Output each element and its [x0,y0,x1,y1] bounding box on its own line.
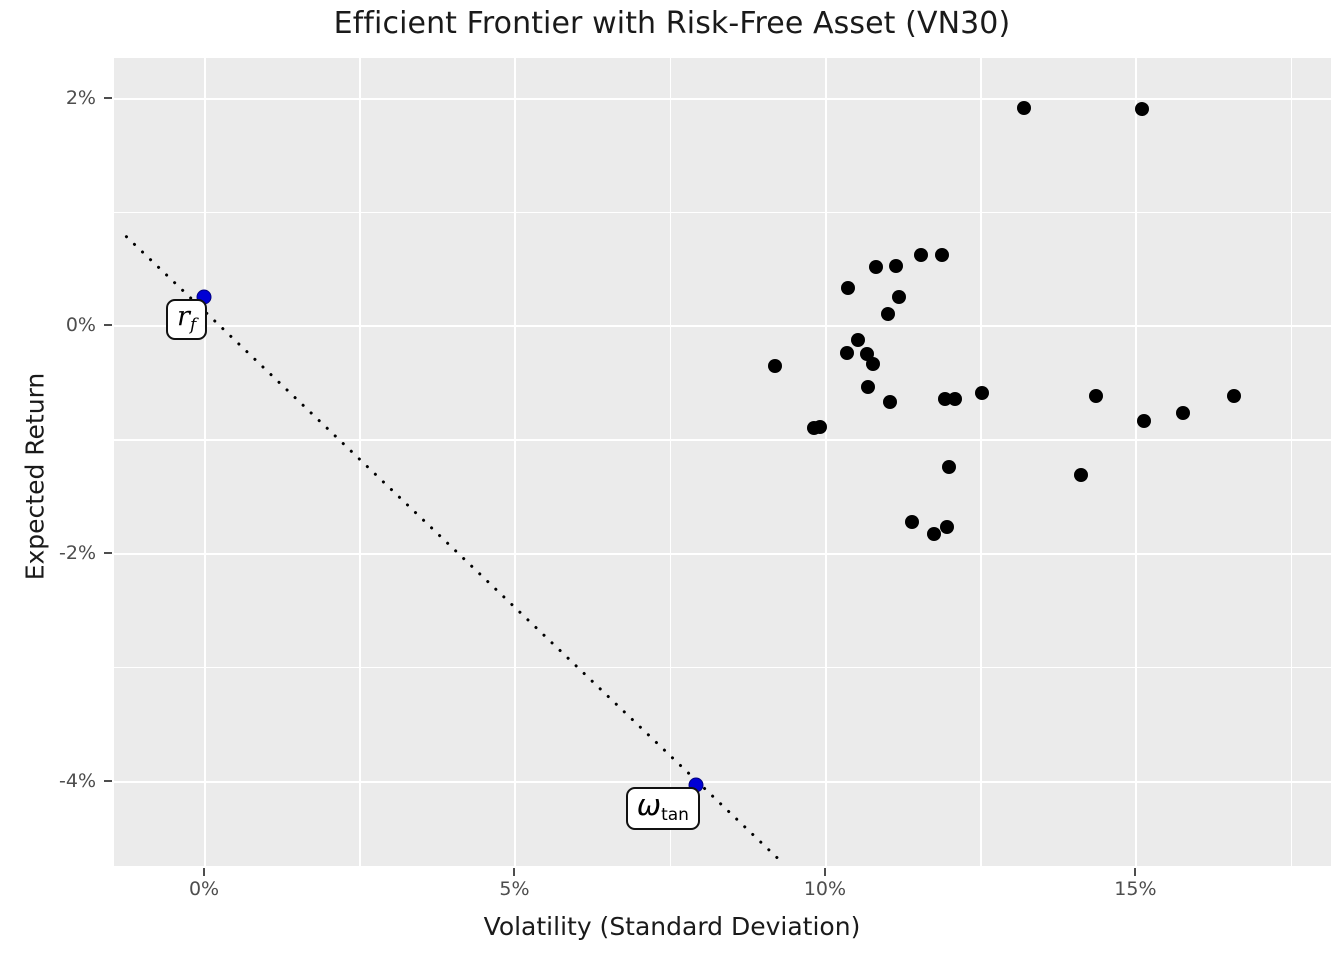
scatter-point [1175,406,1190,421]
gridline-minor-vertical [359,58,361,866]
scatter-point [866,357,881,372]
gridline-major-vertical [1135,58,1138,866]
y-tick-mark [104,552,112,555]
y-tick-label: -4% [59,769,96,792]
y-tick-label: 0% [65,314,96,337]
x-tick-mark [513,868,516,876]
scatter-point [934,247,949,262]
y-tick-mark [104,779,112,782]
scatter-point [1135,102,1150,117]
gridline-major-horizontal [114,553,1331,556]
x-axis-title: Volatility (Standard Deviation) [483,912,861,941]
gridline-minor-horizontal [114,666,1331,669]
chart-title: Efficient Frontier with Risk-Free Asset … [333,6,1011,41]
y-axis-title: Expected Return [20,372,50,581]
scatter-point [1017,101,1032,116]
rf-variable: r [177,300,190,332]
x-tick-label: 0% [188,878,220,900]
x-tick-label: 15% [1114,878,1157,900]
gridline-minor-vertical [1290,58,1293,866]
scatter-point [1089,388,1104,403]
scatter-point [880,307,895,322]
rf-subscript: f [189,314,197,335]
gridline-minor-vertical [980,58,982,866]
scatter-point [1073,467,1088,482]
scatter-point [768,359,783,374]
y-tick-label: 2% [65,86,96,109]
x-tick-mark [823,868,826,876]
scatter-point [975,385,990,400]
scatter-point [851,333,866,348]
omega-variable: ω [636,788,662,823]
gridline-minor-horizontal [114,439,1331,441]
tangency-annotation-label: ωtan [625,787,700,830]
gridline-minor-vertical [669,58,672,866]
scatter-point [840,345,855,360]
rf-annotation-label: rf [166,298,208,340]
scatter-point [840,280,855,295]
scatter-point [1226,388,1241,403]
gridline-major-horizontal [114,97,1331,100]
scatter-point [1137,414,1152,429]
scatter-point [947,392,962,407]
x-tick-label: 5% [499,878,530,900]
y-tick-label: -2% [59,542,96,565]
scatter-point [882,394,897,409]
gridline-major-vertical [514,58,517,866]
gridline-major-vertical [204,58,207,866]
scatter-point [868,260,883,275]
scatter-point [861,379,876,394]
omega-subscript: tan [661,804,689,825]
scatter-point [942,459,957,474]
scatter-point [914,247,929,262]
x-tick-label: 10% [803,878,847,900]
x-tick-mark [203,868,206,876]
gridline-major-vertical [824,58,827,866]
x-tick-mark [1134,868,1137,876]
gridline-major-horizontal [114,780,1331,783]
y-tick-mark [104,324,112,327]
scatter-point [939,519,954,534]
scatter-point [926,526,941,541]
gridline-minor-horizontal [114,211,1331,214]
gridline-major-horizontal [114,325,1331,328]
scatter-point [891,289,906,304]
scatter-point [812,419,827,434]
plot-panel [114,58,1331,866]
scatter-point [888,259,903,274]
y-tick-mark [104,96,112,99]
scatter-point [904,515,919,530]
